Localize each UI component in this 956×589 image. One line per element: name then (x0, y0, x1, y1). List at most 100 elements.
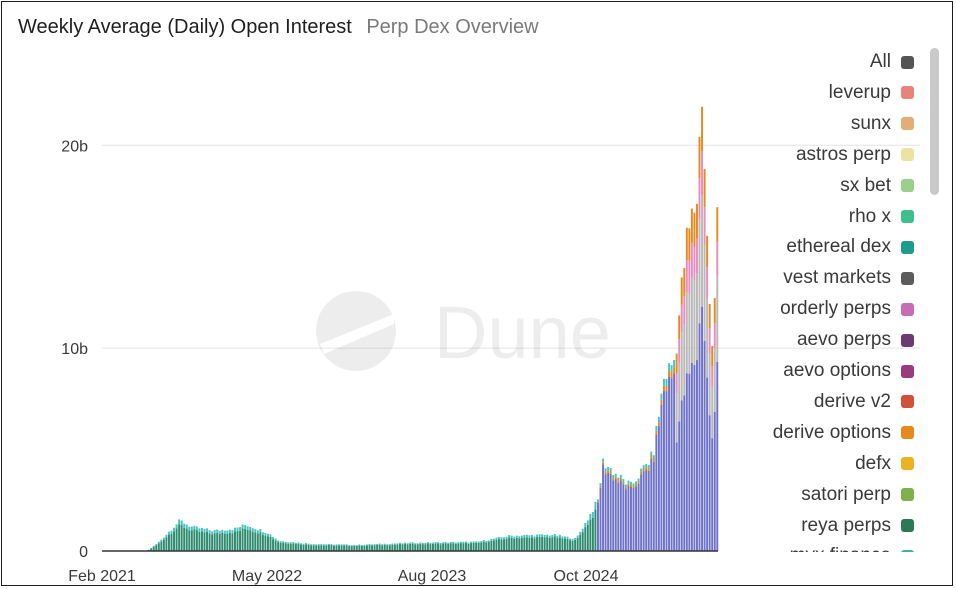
legend-scrollbar[interactable] (930, 48, 939, 195)
legend-item[interactable]: rho x (849, 205, 914, 229)
legend-item[interactable]: sunx (851, 112, 914, 136)
bar-segment (162, 537, 165, 540)
bar-segment (264, 532, 267, 536)
bar-segment (310, 545, 313, 551)
bar-segment (696, 238, 698, 274)
legend-item[interactable]: defx (855, 452, 914, 476)
bar-segment (193, 529, 196, 551)
bar-segment (607, 472, 610, 551)
bar-segment (170, 533, 173, 551)
legend-swatch (901, 302, 914, 316)
bar-segment (472, 541, 475, 543)
bar-segment (713, 411, 716, 551)
bar-segment (668, 370, 671, 377)
legend-item[interactable]: aevo perps (797, 328, 914, 352)
bar-segment (581, 528, 584, 533)
bar-segment (652, 461, 655, 551)
bar-segment (680, 277, 683, 305)
bar-segment (287, 543, 290, 551)
legend-item[interactable]: sx bet (840, 174, 914, 198)
bar-segment (434, 542, 437, 544)
bar-segment (366, 545, 368, 551)
bar-segment (637, 478, 640, 482)
bar-segment (693, 212, 696, 247)
bar-segment (609, 473, 612, 551)
bar-segment (482, 540, 485, 542)
bar-segment (688, 292, 691, 374)
bar-segment (713, 348, 716, 412)
bar-segment (173, 531, 176, 551)
bar-segment (609, 468, 612, 472)
bar-segment (399, 544, 401, 551)
legend-item[interactable]: leverup (829, 81, 914, 105)
bar-segment (261, 532, 264, 536)
legend-item[interactable]: satori perp (801, 483, 914, 507)
legend-item[interactable]: derive options (773, 421, 914, 445)
legend-item[interactable]: vest markets (783, 266, 914, 290)
bar-segment (409, 543, 412, 551)
bar-segment (660, 399, 663, 405)
bar-segment (244, 528, 247, 551)
bar-segment (294, 542, 297, 545)
bar-segment (432, 542, 434, 544)
bar-segment (640, 474, 643, 551)
bar-segment (647, 464, 650, 469)
bar-segment (190, 526, 193, 531)
bar-segment (185, 528, 188, 551)
bar-segment (551, 535, 554, 538)
bar-segment (716, 207, 719, 242)
bar-segment (569, 540, 572, 551)
bar-segment (462, 541, 465, 544)
bar-segment (663, 390, 665, 551)
bar-segment (495, 539, 498, 551)
bar-segment (386, 545, 389, 551)
bar-segment (635, 484, 638, 487)
bar-segment (302, 544, 305, 551)
bar-segment (612, 480, 615, 551)
legend-item[interactable]: myx finance (790, 544, 914, 552)
bar-segment (195, 530, 198, 551)
legend-item[interactable]: All (870, 50, 914, 74)
bar-segment (447, 543, 450, 551)
legend-item[interactable]: derive v2 (814, 390, 914, 414)
bar-segment (216, 529, 219, 533)
bar-segment (411, 542, 414, 544)
bar-segment (698, 136, 701, 179)
legend-item[interactable]: ethereal dex (786, 235, 914, 259)
bar-segment (467, 543, 470, 551)
bar-segment (348, 545, 351, 551)
legend-item[interactable]: astros perp (796, 143, 914, 167)
bar-segment (508, 537, 511, 551)
bar-segment (569, 538, 572, 541)
bar-segment (706, 267, 709, 299)
bar-segment (350, 546, 353, 551)
bar-segment (231, 533, 234, 551)
bar-segment (160, 541, 163, 551)
bar-segment (206, 531, 209, 551)
legend-swatch (901, 86, 914, 100)
bar-segment (510, 535, 513, 538)
bar-segment (566, 538, 569, 551)
bar-segment (272, 537, 275, 540)
bar-segment (584, 522, 587, 528)
legend-item[interactable]: aevo options (783, 359, 914, 383)
bar-segment (218, 530, 221, 534)
bar-segment (518, 538, 521, 551)
bar-segment (203, 532, 206, 551)
bar-segment (383, 543, 386, 545)
bar-segment (251, 531, 254, 551)
bar-segment (175, 524, 178, 529)
legend-item[interactable]: reya perps (801, 514, 914, 538)
legend-item[interactable]: orderly perps (780, 297, 914, 321)
legend-label: sx bet (840, 174, 891, 196)
bar-segment (713, 323, 716, 349)
bar-segment (289, 542, 292, 544)
legend-label: derive options (772, 421, 891, 443)
y-tick-label: 20b (61, 138, 88, 155)
bar-segment (546, 537, 549, 551)
bar-segment (698, 323, 701, 551)
bar-segment (157, 543, 160, 551)
bar-segment (531, 537, 533, 551)
bar-segment (292, 542, 295, 544)
bar-segment (668, 376, 671, 551)
